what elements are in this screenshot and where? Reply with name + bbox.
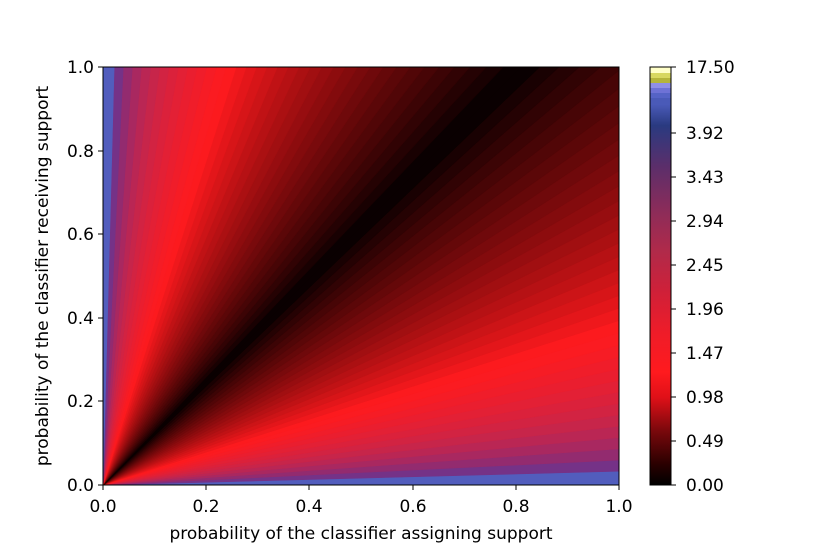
- y-tick-label: 0.6: [67, 225, 94, 245]
- colorbar-band: [650, 83, 671, 88]
- contour-wedge: [103, 67, 142, 485]
- colorbar-tick-label: 3.92: [686, 124, 724, 144]
- contour-wedge: [103, 67, 334, 485]
- colorbar: 0.00 0.49 0.98 1.47 1.96 2.45 2.94 3.43 3.92 17.5…: [649, 58, 735, 496]
- contour-wedge: [103, 67, 619, 485]
- colorbar-band: [650, 93, 671, 98]
- contour-wedge: [103, 67, 560, 485]
- y-axis-label: probability of the classifier receiving …: [33, 86, 53, 467]
- contour-wedge: [103, 67, 124, 485]
- colorbar-tick-label: 17.50: [686, 58, 735, 78]
- colorbar-tick-label: 2.45: [686, 256, 724, 276]
- contour-wedge: [103, 67, 217, 485]
- contour-wedge: [103, 67, 580, 485]
- contour-wedge: [103, 67, 151, 485]
- contour-wedge: [103, 67, 247, 485]
- x-tick-label: 0.6: [399, 497, 426, 517]
- contour-wedge: [103, 67, 170, 485]
- contour-wedge: [103, 67, 471, 485]
- contour-wedge: [103, 67, 268, 485]
- x-axis: 0.0 0.2 0.4 0.6 0.8 1.0 probability of t…: [89, 485, 633, 544]
- colorbar-tick-label: 0.49: [686, 432, 724, 452]
- colorbar-tick-label: 0.00: [686, 476, 724, 496]
- contour-wedge: [103, 67, 522, 485]
- colorbar-band: [650, 88, 671, 93]
- y-tick-label: 0.2: [67, 392, 94, 412]
- y-tick-label: 0.8: [67, 142, 94, 162]
- contour-wedge: [103, 67, 115, 485]
- contour-wedge: [103, 67, 237, 485]
- colorbar-tick-label: 2.94: [686, 212, 724, 232]
- colorbar-band: [650, 78, 671, 83]
- colorbar-tick-label: 1.96: [686, 300, 724, 320]
- contour-wedge: [103, 67, 358, 485]
- contour-wedge: [103, 67, 384, 485]
- contour-wedge: [103, 67, 161, 485]
- contour-wedge: [103, 67, 322, 485]
- colorbar-ticks: 0.00 0.49 0.98 1.47 1.96 2.45 2.94 3.43 3.92 17.5…: [671, 58, 735, 496]
- contour-wedge: [103, 67, 346, 485]
- colorbar-gradient: [650, 67, 671, 485]
- y-tick-label: 0.4: [67, 309, 94, 329]
- contour-wedge: [103, 67, 440, 485]
- contour-wedge: [103, 67, 257, 485]
- contour-wedges: [103, 67, 619, 485]
- y-axis: 0.0 0.2 0.4 0.6 0.8 1.0 probability of t…: [33, 58, 103, 496]
- contour-wedge: [103, 67, 311, 485]
- x-tick-label: 1.0: [605, 497, 632, 517]
- colorbar-frame: [649, 66, 672, 486]
- contour-wedge: [103, 67, 189, 485]
- y-tick-label: 0.0: [67, 476, 94, 496]
- contour-wedge: [103, 67, 397, 485]
- contour-wedge: [103, 67, 208, 485]
- x-tick-label: 0.0: [89, 497, 116, 517]
- plot-frame: [102, 66, 620, 486]
- colorbar-tick-label: 3.43: [686, 168, 724, 188]
- colorbar-band: [650, 67, 671, 73]
- colorbar-tick-label: 1.47: [686, 344, 724, 364]
- contour-wedge: [103, 67, 300, 485]
- contour-wedge: [103, 67, 487, 485]
- contour-wedge: [103, 67, 504, 485]
- contour-wedge: [103, 67, 455, 485]
- x-axis-label: probability of the classifier assigning …: [169, 524, 552, 544]
- contour-wedge: [103, 67, 540, 485]
- contour-wedge: [103, 67, 179, 485]
- contour-wedge: [103, 67, 411, 485]
- contour-wedge: [103, 67, 198, 485]
- colorbar-band: [650, 73, 671, 78]
- contour-wedge: [103, 67, 371, 485]
- colorbar-top-bands: [650, 67, 671, 98]
- x-tick-label: 0.2: [192, 497, 219, 517]
- contour-wedge: [103, 67, 425, 485]
- contour-wedge: [103, 67, 227, 485]
- x-tick-label: 0.8: [502, 497, 529, 517]
- contour-wedge: [103, 67, 278, 485]
- x-tick-label: 0.4: [295, 497, 322, 517]
- contour-wedge: [103, 67, 289, 485]
- contour-wedge: [103, 67, 602, 485]
- colorbar-tick-label: 0.98: [686, 388, 724, 408]
- y-tick-label: 1.0: [67, 58, 94, 78]
